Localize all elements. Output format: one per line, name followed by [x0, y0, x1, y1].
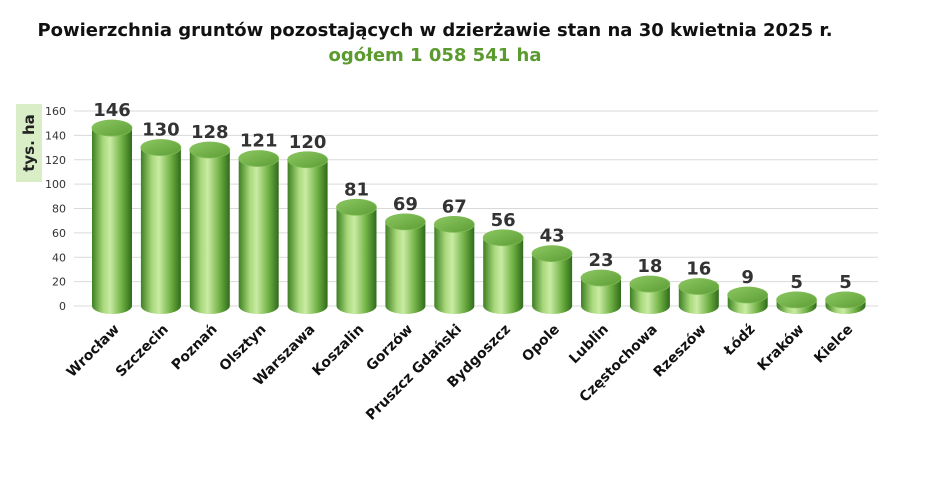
y-tick-label: 80 — [52, 203, 66, 216]
bar — [531, 245, 573, 314]
y-tick-label: 120 — [45, 154, 66, 167]
y-tick-label: 60 — [52, 227, 66, 240]
bar-value-label: 5 — [839, 272, 852, 293]
bar-body — [434, 224, 475, 314]
data-labels: 146 130 128 121 120 81 69 67 56 43 23 18 16 9 5 5 — [93, 100, 852, 293]
bar-top — [629, 275, 671, 293]
x-tick-label: Lublin — [566, 322, 612, 368]
x-tick-label: Koszalin — [310, 322, 368, 380]
bar-top — [140, 139, 182, 156]
bar-body — [581, 277, 621, 314]
bar-value-label: 121 — [240, 131, 278, 152]
bar-value-label: 5 — [790, 272, 803, 293]
bar-top — [776, 291, 817, 309]
bar-top — [238, 150, 280, 167]
y-axis-label-background — [16, 104, 42, 182]
bar-body — [287, 159, 328, 314]
bar — [189, 141, 231, 314]
bar — [727, 286, 769, 314]
bar-value-label: 69 — [393, 194, 418, 215]
x-tick-label: Poznań — [169, 322, 221, 374]
bar-top — [91, 119, 133, 137]
bar-body — [238, 158, 279, 314]
bar-top — [287, 151, 329, 169]
y-tick-label: 40 — [52, 251, 66, 264]
bar — [384, 213, 426, 314]
bar-body — [483, 237, 524, 314]
bar-value-label: 128 — [191, 122, 229, 143]
bar — [580, 269, 622, 314]
bar — [238, 150, 280, 314]
y-tick-label: 0 — [59, 300, 66, 313]
x-axis-labels: WrocławSzczecinPoznańOlsztynWarszawaKosz… — [64, 321, 857, 423]
y-tick-label: 160 — [45, 105, 66, 118]
x-tick-label: Rzeszów — [651, 321, 710, 380]
bar-top — [727, 286, 769, 304]
bar-top — [189, 141, 231, 159]
y-tick-label: 100 — [45, 178, 66, 191]
bar-body — [385, 221, 426, 314]
bar-top — [531, 245, 573, 262]
bar-top — [336, 198, 377, 216]
bar-top — [678, 278, 720, 295]
bar-top — [384, 213, 426, 231]
bar-value-label: 56 — [491, 210, 516, 231]
bar-top — [433, 215, 475, 233]
x-tick-label: Kraków — [755, 321, 808, 374]
bar-top — [825, 291, 866, 309]
bar-value-label: 43 — [540, 226, 565, 247]
bar-body — [532, 253, 573, 314]
bar — [336, 198, 377, 314]
bar-value-label: 18 — [637, 256, 662, 277]
chart-subtitle: ogółem 1 058 541 ha — [328, 45, 542, 66]
bar-value-label: 67 — [442, 196, 467, 217]
bar-body — [189, 150, 230, 314]
chart-title: Powierzchnia gruntów pozostających w dzi… — [37, 20, 833, 41]
x-tick-label: Kielce — [811, 322, 856, 367]
bar-value-label: 9 — [741, 267, 754, 288]
bar-value-label: 16 — [686, 259, 711, 280]
bar — [287, 151, 329, 314]
bar — [776, 291, 817, 314]
bar — [140, 139, 182, 314]
x-tick-label: Pruszcz Gdański — [363, 322, 465, 424]
bars — [91, 119, 866, 314]
bar — [482, 229, 524, 314]
bar-body — [629, 284, 670, 314]
bar-body — [92, 128, 132, 314]
bar-value-label: 120 — [289, 132, 327, 153]
y-tick-label: 140 — [45, 129, 66, 142]
bar-top — [580, 269, 622, 287]
bar — [825, 291, 866, 314]
bar — [678, 278, 720, 314]
x-tick-label: Łódź — [720, 322, 758, 360]
bar — [629, 275, 671, 314]
bar-value-label: 146 — [93, 100, 131, 121]
y-tick-label: 20 — [52, 276, 66, 289]
y-axis-ticks: 0 20 40 60 80 100 120 140 160 — [45, 105, 66, 313]
bar — [91, 119, 133, 314]
x-tick-label: Wrocław — [64, 321, 123, 380]
x-tick-label: Opole — [519, 322, 563, 366]
bar — [433, 215, 475, 314]
bar-value-label: 23 — [588, 250, 613, 271]
bar-value-label: 81 — [344, 179, 369, 200]
x-tick-label: Szczecin — [113, 322, 172, 381]
bar-body — [140, 147, 181, 314]
bar-value-label: 130 — [142, 120, 180, 141]
bar-body — [336, 207, 377, 314]
bar-top — [482, 229, 524, 247]
